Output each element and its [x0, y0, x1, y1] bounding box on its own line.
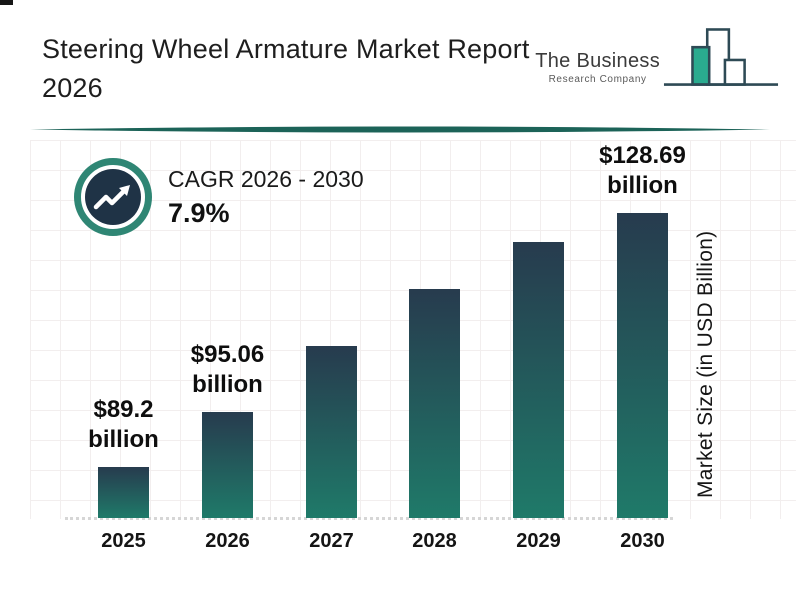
bar-2028 [409, 289, 460, 518]
bar-chart: 2025 $89.2 billion 2026 $95.06 billion 2027 202… [65, 140, 705, 552]
bar-value-amount: $89.2 [93, 396, 154, 423]
title-line-2: 2026 [42, 73, 103, 103]
chart-baseline [65, 517, 673, 520]
bar-2030 [617, 213, 668, 518]
bar-2026 [202, 412, 253, 518]
x-tick-2027: 2027 [309, 530, 354, 552]
trending-up-icon [85, 169, 141, 225]
x-tick-2029: 2029 [516, 530, 561, 552]
logo-subtitle: Research Company [548, 74, 647, 85]
company-logo: The Business Research Company [535, 24, 780, 92]
bar-2027 [306, 346, 357, 518]
bar-value-amount: $128.69 [599, 142, 686, 169]
cagr-text: CAGR 2026 - 2030 7.9% [168, 166, 364, 229]
bar-value-2030: $128.69 billion [568, 141, 718, 201]
cagr-label: CAGR 2026 - 2030 [168, 165, 364, 192]
bar-value-unit: billion [192, 371, 263, 398]
x-tick-2030: 2030 [620, 530, 665, 552]
bar-2025 [98, 467, 149, 518]
bar-value-amount: $95.06 [190, 341, 265, 368]
page-title: Steering Wheel Armature Market Report 20… [42, 30, 530, 108]
growth-badge [74, 158, 152, 236]
x-tick-2026: 2026 [205, 530, 250, 552]
title-line-1: Steering Wheel Armature Market Report [42, 34, 530, 64]
corner-mark [0, 0, 13, 5]
divider-line [30, 126, 770, 133]
x-tick-2025: 2025 [101, 530, 146, 552]
cagr-block: CAGR 2026 - 2030 7.9% [74, 158, 364, 236]
bar-value-2025: $89.2 billion [49, 395, 199, 455]
bar-value-unit: billion [88, 426, 159, 453]
bar-2029 [513, 242, 564, 518]
logo-bar-chart-icon [663, 28, 779, 86]
y-axis-label: Market Size (in USD Billion) [694, 230, 717, 498]
bar-value-2026: $95.06 billion [153, 340, 303, 400]
logo-text: The Business Research Company [535, 50, 660, 85]
bar-value-unit: billion [607, 172, 678, 199]
x-tick-2028: 2028 [412, 530, 457, 552]
logo-name: The Business [535, 50, 660, 72]
cagr-value: 7.9% [168, 197, 230, 228]
